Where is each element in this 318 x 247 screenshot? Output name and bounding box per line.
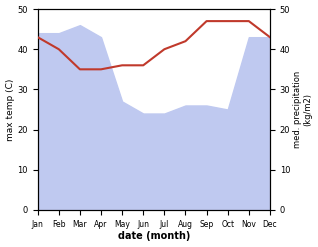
X-axis label: date (month): date (month) — [118, 231, 190, 242]
Y-axis label: med. precipitation
(kg/m2): med. precipitation (kg/m2) — [293, 71, 313, 148]
Y-axis label: max temp (C): max temp (C) — [5, 78, 15, 141]
